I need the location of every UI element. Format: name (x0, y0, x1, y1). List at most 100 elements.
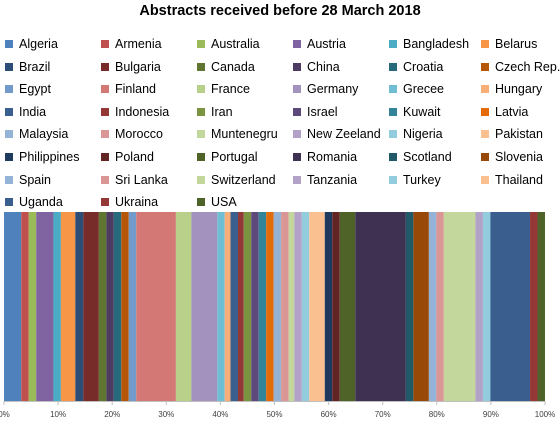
legend-label: Malaysia (19, 127, 69, 142)
bar-segment (324, 212, 333, 401)
legend-label: Bulgaria (115, 59, 161, 74)
legend-item: Ukraina (101, 194, 158, 210)
bar-segment (191, 212, 218, 401)
legend-swatch (293, 130, 301, 139)
bar-segment (75, 212, 84, 401)
bar-segment (113, 212, 122, 401)
bar-segment (294, 212, 302, 401)
legend-item: France (197, 81, 250, 97)
legend-swatch (101, 175, 109, 184)
bar-segment (475, 212, 483, 401)
legend-swatch (293, 40, 301, 48)
bar-segment (128, 212, 137, 401)
bar-segment (217, 212, 225, 401)
legend-item: Morocco (101, 126, 163, 142)
legend-label: Thailand (495, 172, 543, 187)
legend-item: Tanzania (293, 172, 357, 188)
legend-item: Kuwait (389, 104, 441, 120)
legend-label: Egypt (19, 82, 51, 97)
legend-item: Malaysia (5, 126, 68, 142)
legend-swatch (101, 153, 109, 161)
bar-segment (530, 212, 538, 401)
legend-swatch (101, 62, 109, 71)
legend-swatch (197, 153, 205, 161)
legend-label: Israel (307, 104, 338, 119)
legend-swatch (293, 85, 301, 94)
legend-label: Austria (307, 37, 346, 51)
legend-item: Australia (197, 36, 260, 52)
chart-title: Abstracts received before 28 March 2018 (139, 3, 421, 19)
legend-swatch (5, 107, 13, 116)
legend-item: Hungary (481, 81, 542, 97)
x-tick-label: 40% (212, 410, 228, 419)
legend-label: Slovenia (495, 150, 543, 164)
legend-swatch (389, 40, 397, 48)
legend-swatch (5, 40, 13, 48)
bar-segment (490, 212, 531, 401)
legend-label: Pakistan (495, 127, 543, 142)
bar-segment (136, 212, 176, 401)
legend-label: Sri Lanka (115, 172, 168, 187)
legend-item: Algeria (5, 36, 58, 52)
legend-swatch (5, 153, 13, 161)
legend-swatch (197, 85, 205, 94)
legend-swatch (481, 153, 489, 161)
legend-label: Latvia (495, 104, 529, 119)
legend-item: Armenia (101, 36, 162, 52)
legend-item: Muntenegru (197, 126, 278, 142)
bar-segment (301, 212, 310, 401)
bar-segment (288, 212, 295, 401)
x-tick-label: 10% (50, 410, 66, 419)
legend-swatch (481, 62, 489, 71)
legend-item: India (5, 104, 46, 120)
bar-segment (355, 212, 406, 401)
legend-swatch (101, 198, 109, 207)
legend-label: Muntenegru (211, 127, 278, 142)
bar-segment (36, 212, 54, 401)
legend-label: Poland (115, 150, 154, 164)
bar-segment (482, 212, 491, 401)
legend-item: China (293, 59, 340, 75)
bar-segment (436, 212, 444, 401)
legend-swatch (481, 130, 489, 139)
legend-swatch (293, 62, 301, 71)
legend-item: Austria (293, 36, 346, 52)
legend-item: New Zeeland (293, 126, 381, 142)
bar-segment (98, 212, 107, 401)
legend-swatch (389, 85, 397, 94)
legend-label: Hungary (495, 82, 543, 97)
legend-item: Romania (293, 149, 357, 165)
legend-item: Philippines (5, 149, 79, 165)
legend-label: Australia (211, 37, 260, 51)
legend-item: Grecee (389, 81, 444, 97)
bar-segment (281, 212, 289, 401)
legend-label: Nigeria (403, 127, 443, 142)
x-tick-label: 90% (483, 410, 499, 419)
legend-label: Croatia (403, 59, 444, 74)
legend-label: Turkey (403, 172, 441, 187)
legend-item: Egypt (5, 81, 51, 97)
legend-item: Bangladesh (389, 36, 469, 52)
bar-segment (60, 212, 76, 401)
legend-swatch (293, 107, 301, 116)
legend-item: Indonesia (101, 104, 169, 120)
bar-segment (224, 212, 231, 401)
x-tick-label: 0% (0, 410, 10, 419)
legend-swatch (5, 175, 13, 184)
x-tick-label: 30% (158, 410, 174, 419)
legend-item: Bulgaria (101, 59, 161, 75)
legend-swatch (481, 40, 489, 48)
x-tick-label: 100% (535, 410, 555, 419)
bar-segment (428, 212, 437, 401)
legend-label: Kuwait (403, 104, 441, 119)
bar-segment (21, 212, 29, 401)
bar-segment (121, 212, 129, 401)
legend-swatch (481, 107, 489, 116)
legend-label: Spain (19, 172, 51, 187)
bar-segment (258, 212, 267, 401)
legend-label: Ukraina (115, 195, 159, 210)
legend-label: Germany (307, 82, 359, 97)
legend-swatch (389, 153, 397, 161)
legend-item: Germany (293, 81, 358, 97)
legend-item: Finland (101, 81, 156, 97)
